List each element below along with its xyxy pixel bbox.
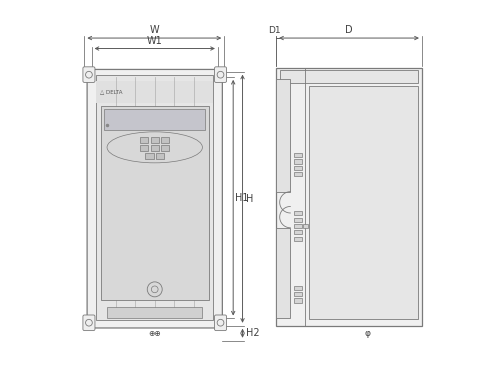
Bar <box>294 159 302 164</box>
Bar <box>294 153 302 157</box>
Bar <box>294 217 302 222</box>
Text: W1: W1 <box>147 36 162 46</box>
Bar <box>161 137 170 143</box>
Bar <box>146 153 154 159</box>
Bar <box>276 68 422 326</box>
Text: W: W <box>150 25 159 35</box>
Bar <box>96 75 214 320</box>
Bar <box>280 70 418 83</box>
Text: H1: H1 <box>236 193 249 203</box>
Bar <box>294 211 302 215</box>
FancyBboxPatch shape <box>214 67 226 82</box>
Bar <box>140 145 148 151</box>
Bar <box>309 86 418 319</box>
FancyBboxPatch shape <box>83 315 95 331</box>
Bar <box>294 224 302 228</box>
Bar <box>276 79 290 192</box>
Bar <box>156 153 164 159</box>
Bar <box>294 292 302 296</box>
FancyBboxPatch shape <box>87 69 222 328</box>
Bar <box>104 109 205 130</box>
Text: D: D <box>345 25 353 35</box>
Bar <box>96 81 214 103</box>
Bar <box>304 224 308 228</box>
Text: φ: φ <box>364 329 370 338</box>
Text: H2: H2 <box>246 328 259 338</box>
Bar <box>140 137 148 143</box>
Bar <box>294 230 302 234</box>
Bar <box>294 166 302 170</box>
Bar <box>150 137 159 143</box>
Text: △ DELTA: △ DELTA <box>100 89 122 94</box>
Bar <box>161 145 170 151</box>
Bar <box>294 237 302 241</box>
Bar <box>108 307 202 318</box>
Text: D1: D1 <box>268 26 280 35</box>
Bar <box>294 172 302 176</box>
Text: H: H <box>246 194 253 204</box>
Bar <box>276 228 290 318</box>
Bar <box>150 145 159 151</box>
FancyBboxPatch shape <box>83 67 95 82</box>
Bar <box>294 286 302 290</box>
Text: ⊕⊕: ⊕⊕ <box>148 329 161 338</box>
Bar <box>100 106 209 300</box>
Bar <box>294 298 302 303</box>
FancyBboxPatch shape <box>214 315 226 331</box>
